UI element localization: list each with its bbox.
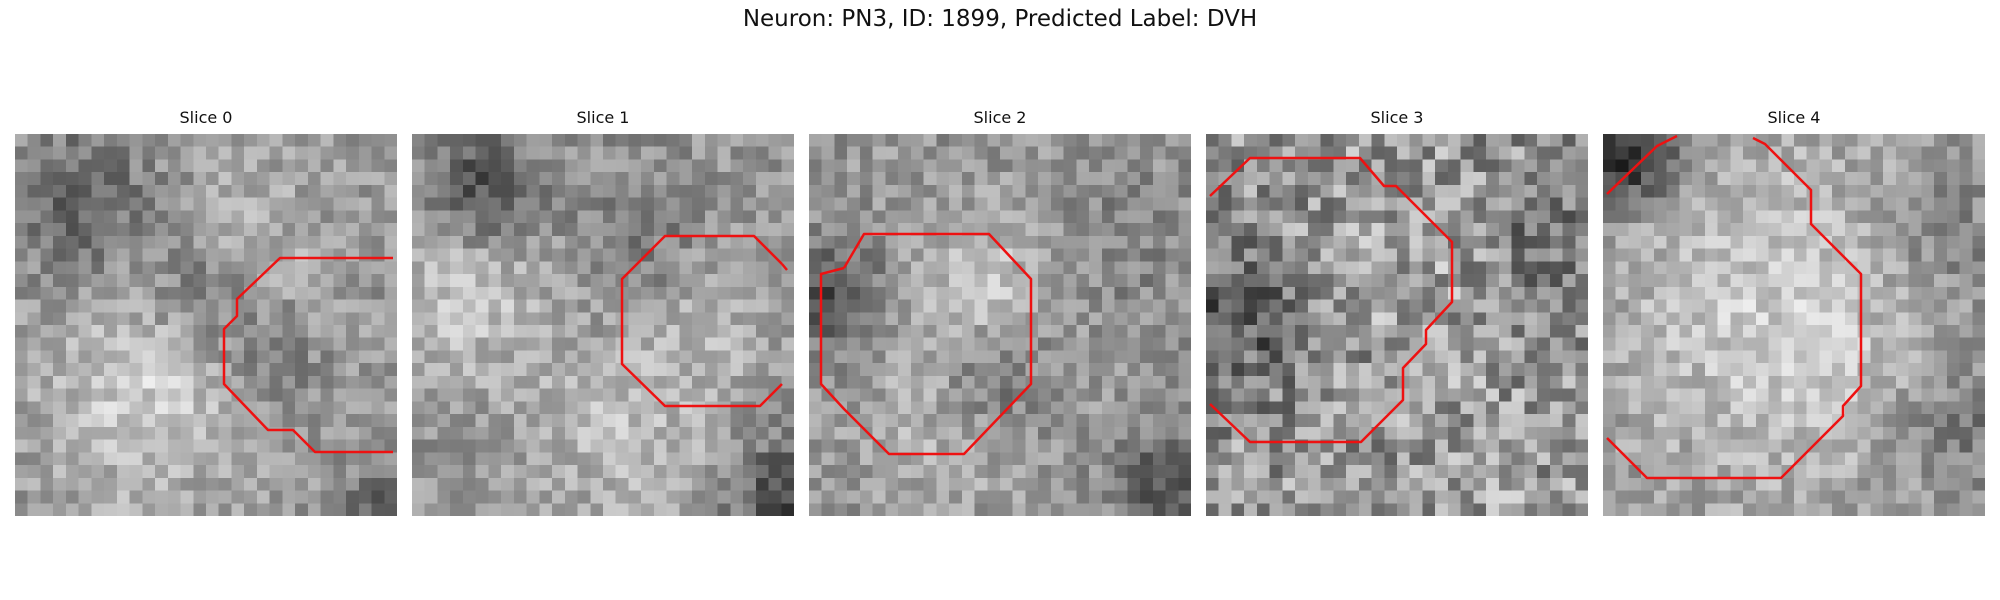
slice-3-panel bbox=[1206, 134, 1588, 516]
slice-0-contour bbox=[222, 256, 393, 454]
slice-3-image bbox=[1206, 134, 1588, 516]
slice-2-title: Slice 2 bbox=[973, 108, 1027, 127]
slice-1-title: Slice 1 bbox=[576, 108, 630, 127]
slice-2-panel bbox=[809, 134, 1191, 516]
slice-3-contour bbox=[1209, 156, 1454, 444]
slice-2-contour bbox=[819, 232, 1033, 456]
slice-4-panel bbox=[1603, 134, 1985, 516]
slice-4-image bbox=[1603, 134, 1985, 516]
figure-title: Neuron: PN3, ID: 1899, Predicted Label: … bbox=[742, 6, 1258, 32]
slice-1-contour bbox=[620, 234, 788, 408]
slice-0-title: Slice 0 bbox=[179, 108, 233, 127]
slice-0-panel bbox=[15, 134, 397, 516]
slice-2-image bbox=[809, 134, 1191, 516]
slice-1-panel bbox=[412, 134, 794, 516]
slice-3-title: Slice 3 bbox=[1370, 108, 1424, 127]
slice-4-title: Slice 4 bbox=[1767, 108, 1821, 127]
slice-1-image bbox=[412, 134, 794, 516]
slice-4-contour bbox=[1606, 134, 1863, 480]
